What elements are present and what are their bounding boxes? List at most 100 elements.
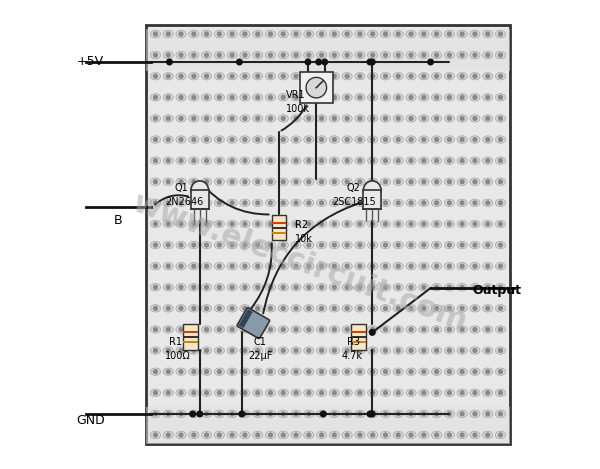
Ellipse shape xyxy=(393,199,403,206)
Circle shape xyxy=(358,286,362,289)
Circle shape xyxy=(435,370,439,373)
Circle shape xyxy=(179,138,183,141)
Circle shape xyxy=(371,180,374,183)
Circle shape xyxy=(383,201,388,204)
Ellipse shape xyxy=(368,431,378,439)
Circle shape xyxy=(486,32,490,36)
Ellipse shape xyxy=(176,368,186,375)
Ellipse shape xyxy=(291,326,301,333)
Circle shape xyxy=(307,328,311,331)
Circle shape xyxy=(179,32,183,36)
Circle shape xyxy=(320,391,323,394)
Circle shape xyxy=(294,201,298,204)
Ellipse shape xyxy=(176,431,186,439)
Circle shape xyxy=(192,53,196,57)
Ellipse shape xyxy=(380,115,391,122)
Circle shape xyxy=(192,117,196,121)
Ellipse shape xyxy=(202,157,212,164)
Ellipse shape xyxy=(227,305,237,312)
Circle shape xyxy=(179,433,183,437)
Ellipse shape xyxy=(419,326,429,333)
Circle shape xyxy=(409,328,413,331)
Ellipse shape xyxy=(202,347,212,354)
Ellipse shape xyxy=(355,242,365,249)
Circle shape xyxy=(230,159,234,162)
Ellipse shape xyxy=(444,136,454,143)
Circle shape xyxy=(281,159,285,162)
Ellipse shape xyxy=(342,347,352,354)
Circle shape xyxy=(383,243,388,247)
Ellipse shape xyxy=(176,115,186,122)
Ellipse shape xyxy=(355,73,365,80)
Ellipse shape xyxy=(329,73,340,80)
Ellipse shape xyxy=(214,347,224,354)
Ellipse shape xyxy=(444,305,454,312)
Circle shape xyxy=(332,96,336,99)
Ellipse shape xyxy=(419,431,429,439)
Ellipse shape xyxy=(151,178,161,185)
Ellipse shape xyxy=(291,389,301,396)
Circle shape xyxy=(281,265,285,268)
Ellipse shape xyxy=(393,410,403,417)
Circle shape xyxy=(154,433,157,437)
Circle shape xyxy=(269,307,272,310)
Circle shape xyxy=(345,243,349,247)
Ellipse shape xyxy=(291,368,301,375)
Circle shape xyxy=(460,348,464,352)
Ellipse shape xyxy=(265,199,275,206)
Circle shape xyxy=(435,32,439,36)
Ellipse shape xyxy=(188,389,199,396)
Circle shape xyxy=(422,433,425,437)
Ellipse shape xyxy=(329,305,340,312)
Text: R2: R2 xyxy=(295,220,308,230)
Circle shape xyxy=(192,180,196,183)
Ellipse shape xyxy=(265,115,275,122)
Ellipse shape xyxy=(431,431,442,439)
Ellipse shape xyxy=(393,220,403,227)
Ellipse shape xyxy=(304,263,314,270)
Ellipse shape xyxy=(444,326,454,333)
Ellipse shape xyxy=(191,181,209,199)
Ellipse shape xyxy=(176,326,186,333)
Ellipse shape xyxy=(406,115,416,122)
Ellipse shape xyxy=(291,431,301,439)
Circle shape xyxy=(230,180,234,183)
Circle shape xyxy=(307,412,311,416)
Ellipse shape xyxy=(265,410,275,417)
Circle shape xyxy=(243,370,247,373)
Ellipse shape xyxy=(265,263,275,270)
Circle shape xyxy=(269,96,272,99)
Ellipse shape xyxy=(482,305,493,312)
Circle shape xyxy=(217,391,221,394)
Circle shape xyxy=(358,117,362,121)
Circle shape xyxy=(435,433,439,437)
Circle shape xyxy=(409,180,413,183)
Ellipse shape xyxy=(240,284,250,291)
Circle shape xyxy=(383,348,388,352)
Ellipse shape xyxy=(457,52,467,59)
Ellipse shape xyxy=(214,220,224,227)
Circle shape xyxy=(243,391,247,394)
Circle shape xyxy=(320,348,323,352)
Ellipse shape xyxy=(470,368,480,375)
Ellipse shape xyxy=(329,115,340,122)
Circle shape xyxy=(217,32,221,36)
Circle shape xyxy=(358,138,362,141)
Circle shape xyxy=(243,328,247,331)
Ellipse shape xyxy=(188,178,199,185)
Ellipse shape xyxy=(419,115,429,122)
Circle shape xyxy=(320,201,323,204)
Ellipse shape xyxy=(444,30,454,38)
Ellipse shape xyxy=(304,73,314,80)
Ellipse shape xyxy=(253,136,263,143)
Ellipse shape xyxy=(329,368,340,375)
Circle shape xyxy=(239,411,245,417)
Circle shape xyxy=(256,243,260,247)
Ellipse shape xyxy=(316,178,327,185)
Circle shape xyxy=(371,138,374,141)
Circle shape xyxy=(281,286,285,289)
Circle shape xyxy=(192,412,196,416)
Circle shape xyxy=(473,222,477,226)
Circle shape xyxy=(190,411,196,417)
Circle shape xyxy=(281,243,285,247)
